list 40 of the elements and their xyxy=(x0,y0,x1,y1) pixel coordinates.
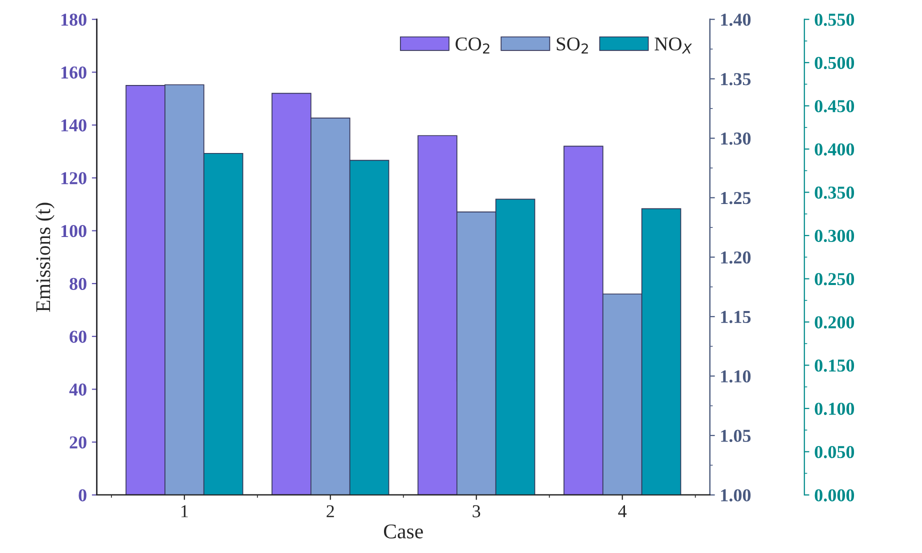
y-tick-label: 0 xyxy=(78,489,86,502)
y-tick-label: 100 xyxy=(61,224,86,238)
legend-label: SO$_{2}$ xyxy=(556,37,588,54)
y3-tick-label: 0.100 xyxy=(814,402,854,415)
y-tick-label: 20 xyxy=(70,436,86,449)
y3-tick-label: 0.350 xyxy=(814,186,854,199)
y2-tick-label: 1.15 xyxy=(721,310,751,324)
x-axis-title: Case xyxy=(384,524,423,538)
y3-tick-label: 0.300 xyxy=(814,230,854,242)
y-tick-label: 140 xyxy=(61,119,86,132)
y3-tick-label: 0.000 xyxy=(814,489,854,502)
y-tick-label: 80 xyxy=(70,278,86,290)
y-tick-label: 60 xyxy=(70,330,86,343)
y3-tick-label: 0.250 xyxy=(814,273,854,286)
x-tick-label: 3 xyxy=(472,505,480,518)
x-tick-label: 4 xyxy=(618,505,627,518)
y3-tick-label: 0.500 xyxy=(814,56,854,70)
y2-tick-label: 1.00 xyxy=(721,489,751,502)
y3-tick-label: 0.150 xyxy=(814,359,854,372)
y-tick-label: 120 xyxy=(61,172,86,184)
y2-tick-label: 1.25 xyxy=(721,192,751,204)
y3-tick-label: 0.050 xyxy=(814,446,854,458)
x-tick-label: 2 xyxy=(326,505,334,518)
y2-tick-label: 1.05 xyxy=(721,430,751,442)
y2-tick-label: 1.40 xyxy=(721,14,751,26)
y2-tick-label: 1.10 xyxy=(721,370,751,383)
y2-tick-label: 1.35 xyxy=(721,73,751,86)
y-axis-title: Emissions (t) xyxy=(36,202,54,312)
y-tick-label: 180 xyxy=(61,14,86,26)
y-tick-label: 160 xyxy=(61,66,86,79)
y3-tick-label: 0.200 xyxy=(814,316,854,329)
legend-label: NO$_{X}$ xyxy=(654,37,692,54)
y3-tick-label: 0.550 xyxy=(814,14,854,26)
y2-tick-label: 1.20 xyxy=(721,251,751,264)
legend-label: CO$_{2}$ xyxy=(456,37,490,54)
y2-tick-label: 1.30 xyxy=(721,132,751,145)
y-tick-label: 40 xyxy=(69,384,86,396)
y3-tick-label: 0.450 xyxy=(814,100,854,112)
y3-tick-label: 0.400 xyxy=(814,143,854,156)
x-tick-label: 1 xyxy=(181,505,188,518)
